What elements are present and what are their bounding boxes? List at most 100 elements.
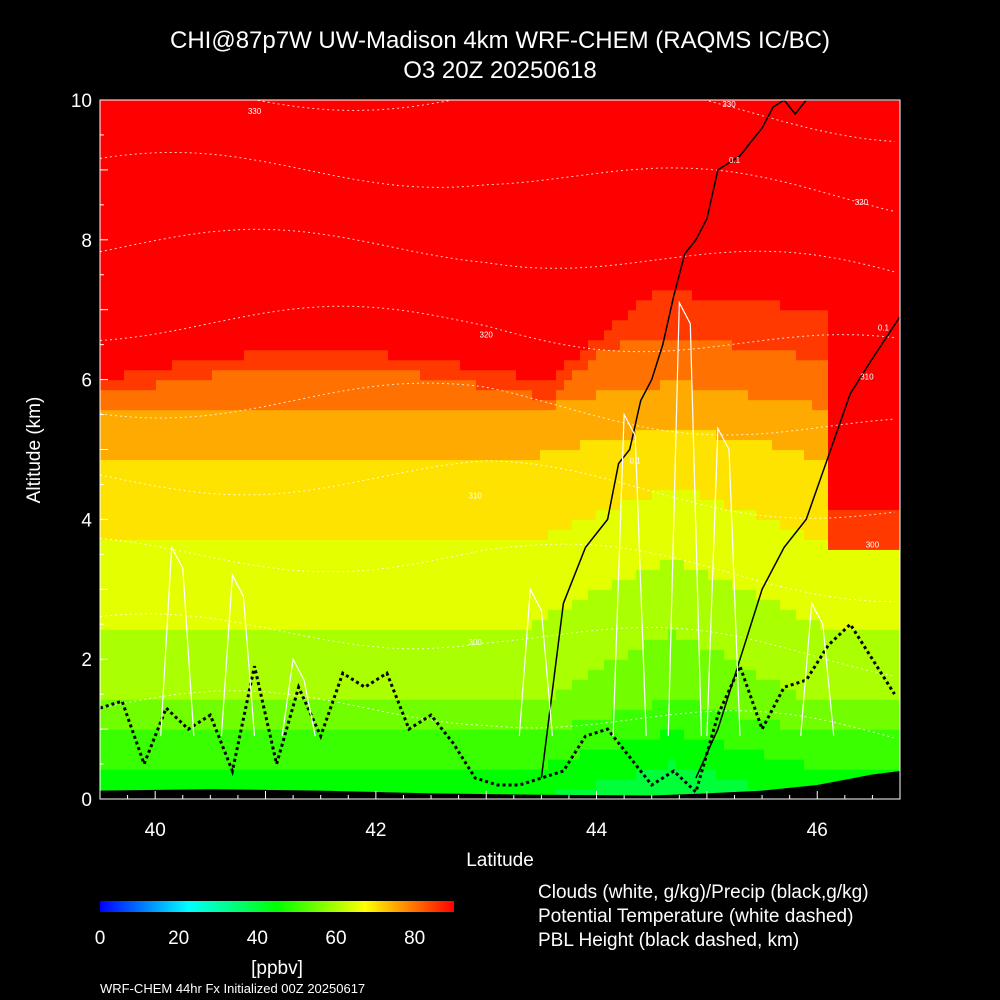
o3-cell bbox=[212, 219, 221, 231]
o3-cell bbox=[372, 369, 381, 381]
o3-cell bbox=[604, 139, 613, 151]
o3-cell bbox=[588, 219, 597, 231]
o3-cell bbox=[100, 349, 109, 361]
o3-cell bbox=[340, 709, 349, 720]
o3-cell bbox=[364, 299, 373, 311]
o3-cell bbox=[324, 629, 333, 640]
o3-cell bbox=[556, 279, 565, 291]
o3-cell bbox=[292, 739, 301, 750]
o3-cell bbox=[196, 179, 205, 191]
o3-cell bbox=[580, 269, 589, 281]
o3-cell bbox=[484, 589, 493, 600]
o3-cell bbox=[108, 359, 117, 371]
o3-cell bbox=[148, 589, 157, 600]
o3-cell bbox=[260, 469, 269, 481]
o3-cell bbox=[300, 269, 309, 281]
o3-cell bbox=[340, 249, 349, 261]
o3-cell bbox=[636, 759, 645, 770]
o3-cell bbox=[380, 199, 389, 211]
o3-cell bbox=[300, 279, 309, 291]
o3-cell bbox=[204, 179, 213, 191]
o3-cell bbox=[396, 109, 405, 121]
o3-cell bbox=[268, 259, 277, 271]
o3-cell bbox=[452, 269, 461, 281]
o3-cell bbox=[612, 179, 621, 191]
o3-cell bbox=[268, 759, 277, 770]
o3-cell bbox=[572, 189, 581, 201]
o3-cell bbox=[260, 439, 269, 451]
o3-cell bbox=[484, 219, 493, 231]
o3-cell bbox=[500, 309, 509, 321]
o3-cell bbox=[588, 429, 597, 441]
o3-cell bbox=[444, 129, 453, 141]
o3-cell bbox=[364, 169, 373, 181]
o3-cell bbox=[556, 139, 565, 151]
o3-cell bbox=[332, 239, 341, 251]
o3-cell bbox=[540, 279, 549, 291]
o3-cell bbox=[476, 149, 485, 161]
o3-cell bbox=[548, 539, 557, 550]
o3-cell bbox=[404, 439, 413, 451]
o3-cell bbox=[524, 479, 533, 491]
o3-cell bbox=[356, 539, 365, 550]
o3-cell bbox=[660, 499, 669, 511]
o3-cell bbox=[660, 749, 669, 760]
o3-cell bbox=[156, 409, 165, 421]
o3-cell bbox=[244, 449, 253, 461]
o3-cell bbox=[636, 189, 645, 201]
o3-cell bbox=[380, 449, 389, 461]
o3-cell bbox=[628, 779, 637, 790]
o3-cell bbox=[236, 459, 245, 471]
o3-cell bbox=[188, 219, 197, 231]
o3-cell bbox=[548, 109, 557, 121]
o3-cell bbox=[204, 589, 213, 600]
o3-cell bbox=[388, 489, 397, 501]
o3-cell bbox=[164, 159, 173, 171]
o3-cell bbox=[612, 459, 621, 471]
o3-cell bbox=[628, 339, 637, 351]
o3-cell bbox=[372, 279, 381, 291]
o3-cell bbox=[612, 709, 621, 720]
o3-cell bbox=[572, 439, 581, 451]
o3-cell bbox=[500, 559, 509, 570]
o3-cell bbox=[580, 759, 589, 770]
o3-cell bbox=[436, 649, 445, 660]
o3-cell bbox=[324, 619, 333, 630]
o3-cell bbox=[332, 119, 341, 131]
o3-cell bbox=[324, 589, 333, 600]
o3-cell bbox=[260, 129, 269, 141]
o3-cell bbox=[244, 759, 253, 770]
o3-cell bbox=[428, 509, 437, 520]
o3-cell bbox=[212, 399, 221, 411]
o3-cell bbox=[540, 249, 549, 261]
o3-cell bbox=[500, 339, 509, 351]
o3-cell bbox=[556, 729, 565, 740]
o3-cell bbox=[140, 249, 149, 261]
o3-cell bbox=[404, 689, 413, 700]
o3-cell bbox=[532, 199, 541, 211]
o3-cell bbox=[132, 669, 141, 680]
o3-cell bbox=[460, 659, 469, 670]
o3-cell bbox=[572, 289, 581, 301]
o3-cell bbox=[252, 329, 261, 341]
o3-cell bbox=[100, 569, 109, 580]
o3-cell bbox=[636, 709, 645, 720]
o3-cell bbox=[348, 599, 357, 610]
o3-cell bbox=[164, 409, 173, 421]
o3-cell bbox=[420, 449, 429, 461]
o3-cell bbox=[140, 479, 149, 491]
o3-cell bbox=[316, 149, 325, 161]
o3-cell bbox=[204, 249, 213, 261]
o3-cell bbox=[148, 339, 157, 351]
o3-cell bbox=[292, 749, 301, 760]
o3-cell bbox=[196, 289, 205, 301]
o3-cell bbox=[108, 559, 117, 570]
o3-cell bbox=[292, 529, 301, 540]
o3-cell bbox=[236, 669, 245, 680]
o3-cell bbox=[404, 509, 413, 520]
o3-cell bbox=[572, 359, 581, 371]
o3-cell bbox=[444, 369, 453, 381]
o3-cell bbox=[540, 569, 549, 580]
o3-cell bbox=[164, 679, 173, 690]
o3-cell bbox=[212, 149, 221, 161]
